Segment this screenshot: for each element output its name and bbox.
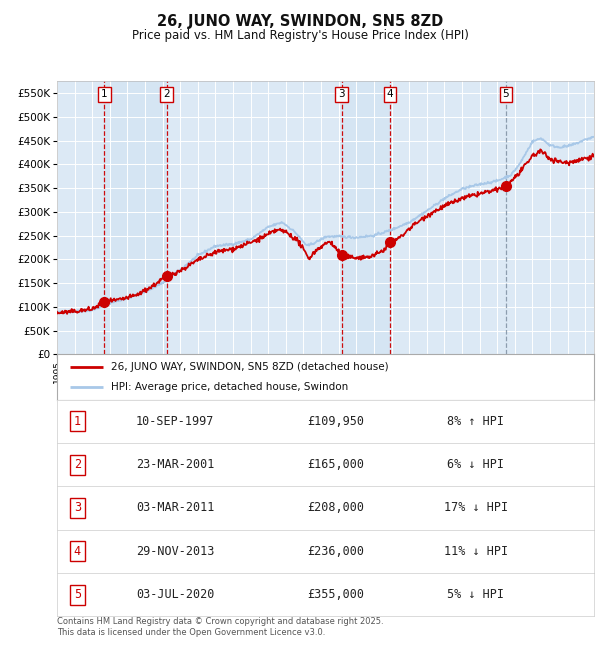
- Bar: [341, 81, 390, 354]
- Text: 03-JUL-2020: 03-JUL-2020: [136, 588, 214, 601]
- Text: 5: 5: [74, 588, 81, 601]
- Text: £236,000: £236,000: [308, 545, 365, 558]
- Text: 2: 2: [74, 458, 81, 471]
- Text: 4: 4: [386, 90, 393, 99]
- Text: £208,000: £208,000: [308, 502, 365, 515]
- Text: 1: 1: [101, 90, 107, 99]
- Text: £355,000: £355,000: [308, 588, 365, 601]
- Text: 5: 5: [503, 90, 509, 99]
- Text: 8% ↑ HPI: 8% ↑ HPI: [448, 415, 505, 428]
- Text: 11% ↓ HPI: 11% ↓ HPI: [444, 545, 508, 558]
- Text: HPI: Average price, detached house, Swindon: HPI: Average price, detached house, Swin…: [111, 382, 348, 392]
- Text: 6% ↓ HPI: 6% ↓ HPI: [448, 458, 505, 471]
- Text: 1: 1: [74, 415, 81, 428]
- Text: 2: 2: [163, 90, 170, 99]
- Text: 23-MAR-2001: 23-MAR-2001: [136, 458, 214, 471]
- Text: 26, JUNO WAY, SWINDON, SN5 8ZD: 26, JUNO WAY, SWINDON, SN5 8ZD: [157, 14, 443, 29]
- Text: 03-MAR-2011: 03-MAR-2011: [136, 502, 214, 515]
- Text: 10-SEP-1997: 10-SEP-1997: [136, 415, 214, 428]
- Text: 5% ↓ HPI: 5% ↓ HPI: [448, 588, 505, 601]
- Text: Contains HM Land Registry data © Crown copyright and database right 2025.
This d: Contains HM Land Registry data © Crown c…: [57, 618, 383, 637]
- Text: 3: 3: [74, 502, 81, 515]
- Text: 29-NOV-2013: 29-NOV-2013: [136, 545, 214, 558]
- Text: 3: 3: [338, 90, 345, 99]
- Text: £109,950: £109,950: [308, 415, 365, 428]
- Text: £165,000: £165,000: [308, 458, 365, 471]
- Text: Price paid vs. HM Land Registry's House Price Index (HPI): Price paid vs. HM Land Registry's House …: [131, 29, 469, 42]
- Bar: [104, 81, 167, 354]
- Text: 4: 4: [74, 545, 81, 558]
- Text: 26, JUNO WAY, SWINDON, SN5 8ZD (detached house): 26, JUNO WAY, SWINDON, SN5 8ZD (detached…: [111, 362, 388, 372]
- Text: 17% ↓ HPI: 17% ↓ HPI: [444, 502, 508, 515]
